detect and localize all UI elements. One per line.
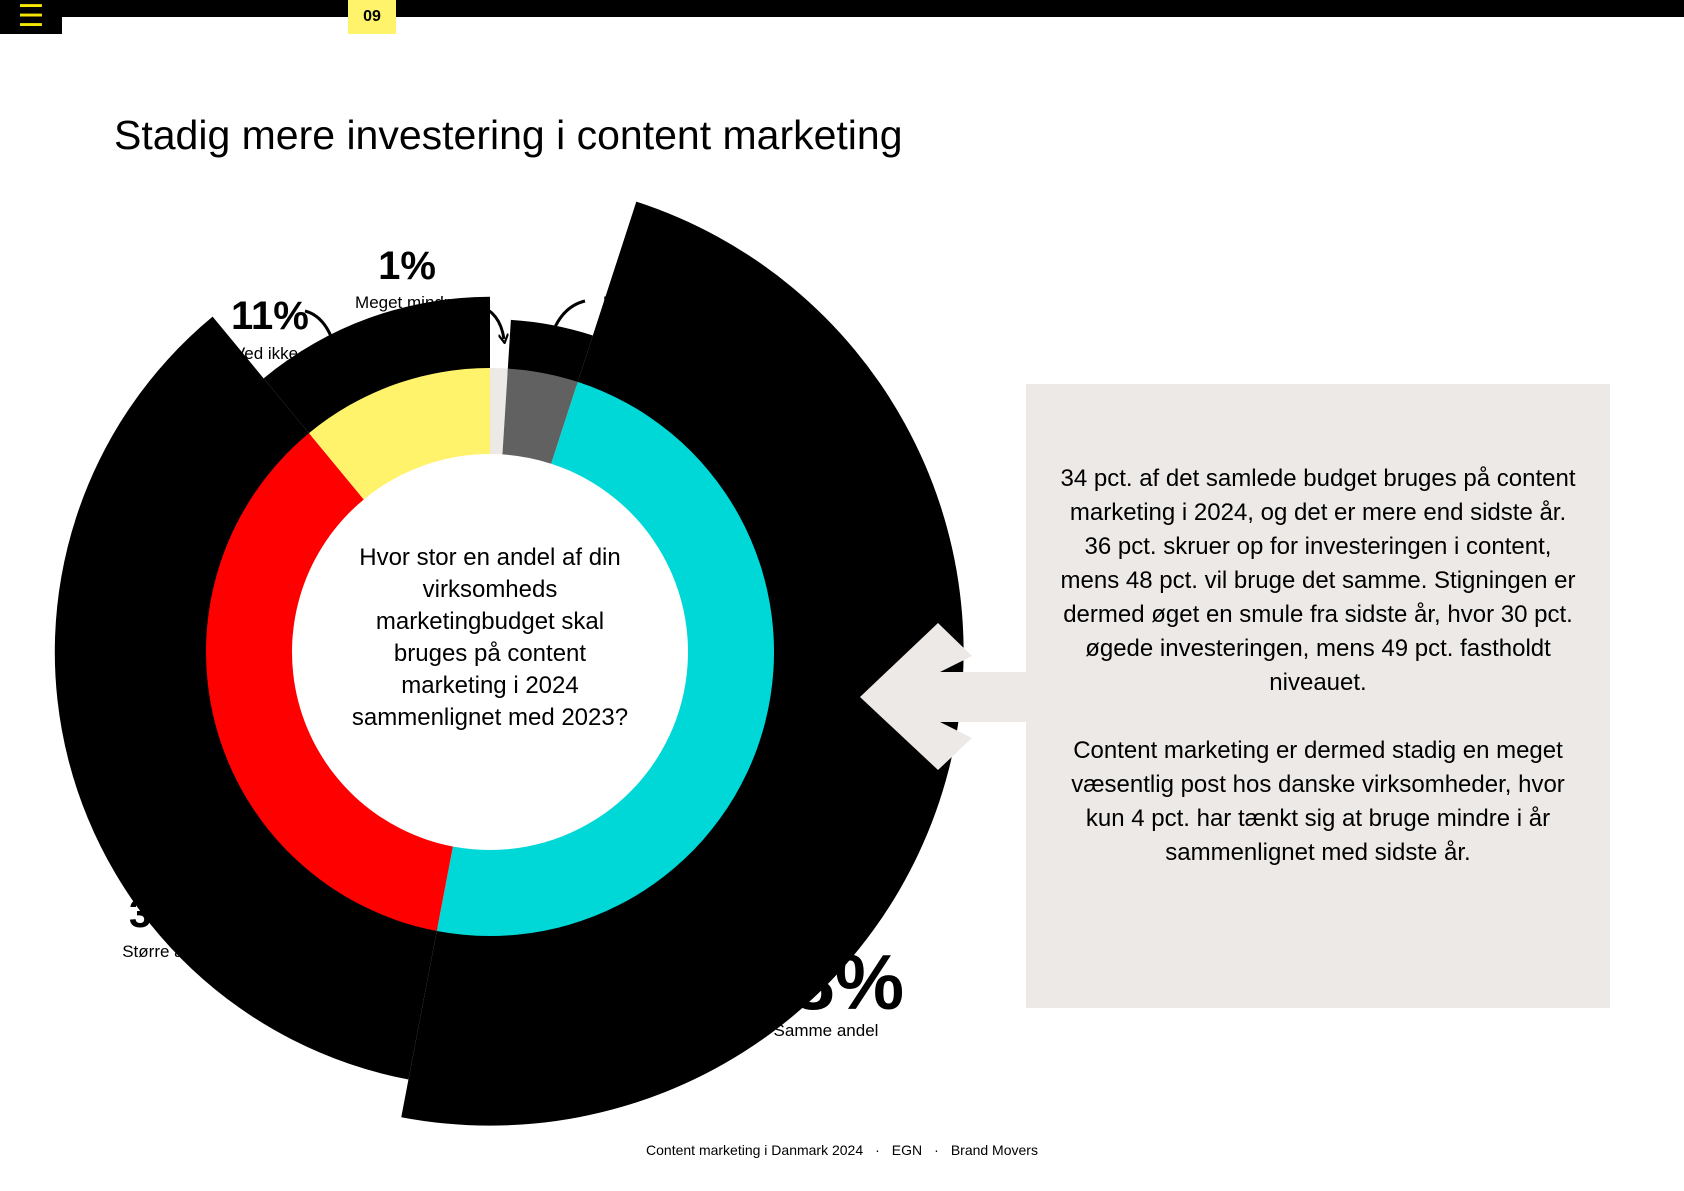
page-title: Stadig mere investering i content market… <box>114 112 903 158</box>
series-label-samme-andel: Samme andel <box>773 1021 879 1040</box>
series-label-storre-andel: Større andel <box>122 942 216 961</box>
series-label-ved-ikke: Ved ikke <box>233 344 299 363</box>
value-label-meget-mindre: 1% <box>378 244 436 288</box>
outer-ring-samme-andel <box>401 201 964 1126</box>
footer-brand-movers: Brand Movers <box>950 1142 1038 1158</box>
value-label-mindre-andel: 4% <box>623 244 681 288</box>
arrow-storre-andel <box>168 832 194 885</box>
slice-st-rre-andel <box>205 433 453 931</box>
outer-ring-mindre-andel <box>507 319 593 386</box>
label-arrows <box>168 299 799 951</box>
chart-question: Hvor stor en andel af din virksomheds ma… <box>351 544 629 731</box>
left-arrow-icon <box>860 623 1026 770</box>
hamburger-menu-icon: ☰ <box>17 0 45 34</box>
top-bar <box>0 0 1684 17</box>
info-paragraph: 34 pct. af det samlede budget bruges på … <box>1060 465 1576 696</box>
footer-separator: · <box>934 1142 939 1158</box>
slice-samme-andel <box>436 381 774 937</box>
footer: Content marketing i Danmark 2024 · EGN · Bra… <box>0 1142 1684 1158</box>
arrow-samme-andel <box>763 855 799 951</box>
slice-meget-mindre <box>490 368 508 455</box>
footer-report-title: Content marketing i Danmark 2024 <box>646 1142 864 1158</box>
arrow-meget-mindre <box>477 303 504 339</box>
footer-egn: EGN <box>891 1142 923 1158</box>
chart-slices <box>54 201 964 1126</box>
footer-separator: · <box>875 1142 880 1158</box>
value-label-samme-andel: 48% <box>747 938 905 1026</box>
value-label-ved-ikke: 11% <box>231 294 309 338</box>
slice-ved-ikke <box>308 368 490 500</box>
series-label-mindre-andel: Mindre andel <box>602 293 702 312</box>
arrow-ved-ikke <box>304 309 339 367</box>
value-label-storre-andel: 36% <box>128 892 210 936</box>
info-text: 34 pct. af det samlede budget bruges på … <box>1056 462 1580 904</box>
slice-mindre-andel <box>502 368 578 464</box>
info-box <box>1026 384 1610 1008</box>
page-number: 09 <box>348 0 396 34</box>
outer-ring-st-rre-andel <box>54 316 438 1080</box>
info-paragraph: Content marketing er dermed stadig en me… <box>1071 737 1565 866</box>
arrow-mindre-andel <box>550 299 586 340</box>
outer-ring-ved-ikke <box>263 296 490 437</box>
series-label-meget-mindre: Meget mindre <box>355 293 459 312</box>
menu-button[interactable]: ☰ <box>0 0 62 34</box>
